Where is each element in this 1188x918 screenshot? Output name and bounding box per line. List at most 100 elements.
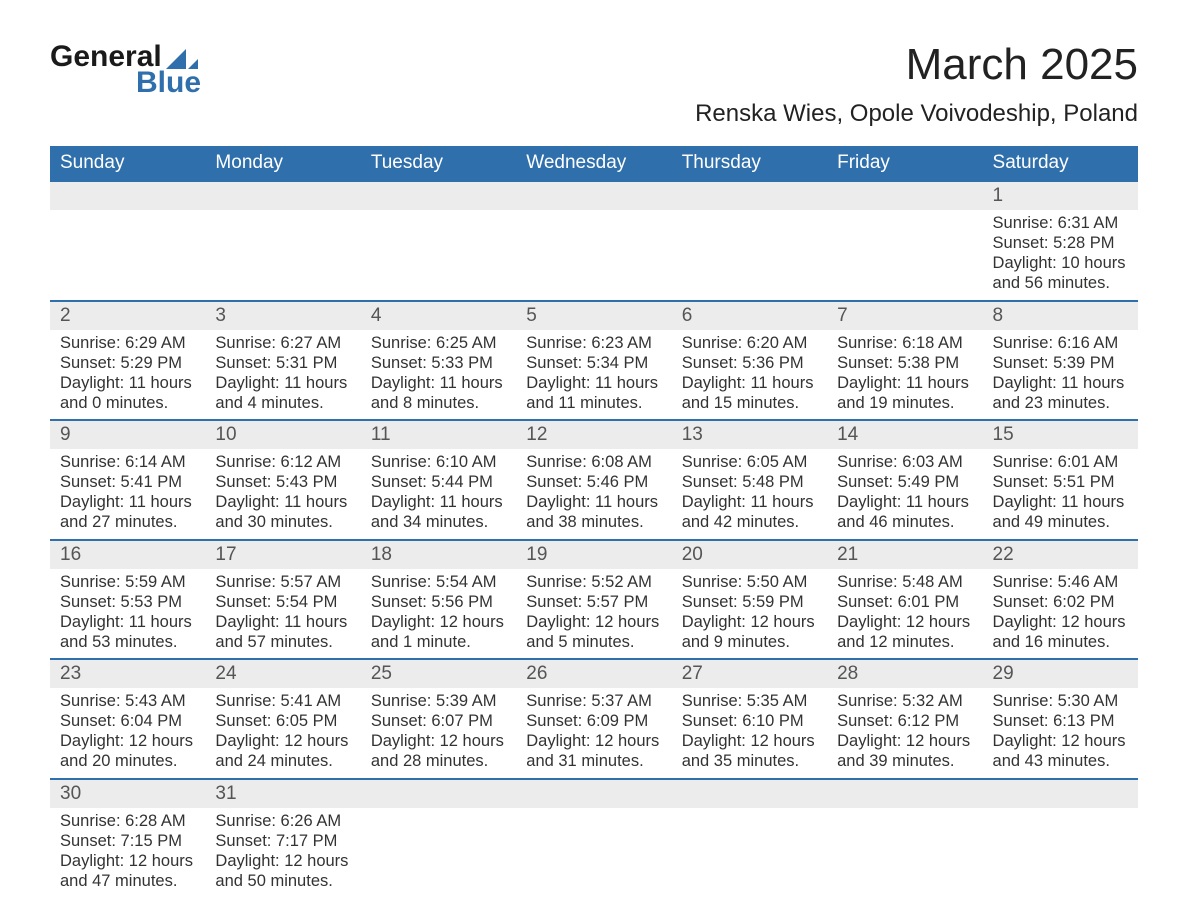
- day-sunset: Sunset: 6:09 PM: [526, 711, 661, 731]
- day-daylight2: and 42 minutes.: [682, 512, 817, 532]
- day-sunset: Sunset: 5:46 PM: [526, 472, 661, 492]
- daynum-row: 3031: [50, 779, 1138, 808]
- day-daylight2: and 34 minutes.: [371, 512, 506, 532]
- day-daylight2: and 20 minutes.: [60, 751, 195, 771]
- day-daylight2: and 31 minutes.: [526, 751, 661, 771]
- day-details: Sunrise: 6:14 AMSunset: 5:41 PMDaylight:…: [50, 449, 205, 539]
- day-number: 9: [50, 421, 205, 449]
- day-details: Sunrise: 6:31 AMSunset: 5:28 PMDaylight:…: [983, 210, 1138, 300]
- day-sunset: Sunset: 6:04 PM: [60, 711, 195, 731]
- day-daylight1: Daylight: 12 hours: [682, 612, 817, 632]
- day-sunset: Sunset: 6:05 PM: [215, 711, 350, 731]
- day-daylight2: and 24 minutes.: [215, 751, 350, 771]
- day-sunset: Sunset: 5:48 PM: [682, 472, 817, 492]
- day-details: Sunrise: 6:26 AMSunset: 7:17 PMDaylight:…: [205, 808, 360, 898]
- day-sunrise: Sunrise: 5:43 AM: [60, 691, 195, 711]
- day-sunset: Sunset: 5:29 PM: [60, 353, 195, 373]
- day-cell-num: 1: [983, 181, 1138, 210]
- day-cell-body: Sunrise: 6:23 AMSunset: 5:34 PMDaylight:…: [516, 330, 671, 421]
- day-cell-body: Sunrise: 6:31 AMSunset: 5:28 PMDaylight:…: [983, 210, 1138, 301]
- day-daylight1: Daylight: 11 hours: [215, 612, 350, 632]
- day-cell-num: 14: [827, 420, 982, 449]
- daybody-row: Sunrise: 6:31 AMSunset: 5:28 PMDaylight:…: [50, 210, 1138, 301]
- day-cell-body: [672, 808, 827, 898]
- day-daylight1: Daylight: 12 hours: [215, 851, 350, 871]
- daybody-row: Sunrise: 5:59 AMSunset: 5:53 PMDaylight:…: [50, 569, 1138, 660]
- day-cell-body: Sunrise: 6:20 AMSunset: 5:36 PMDaylight:…: [672, 330, 827, 421]
- day-sunrise: Sunrise: 6:05 AM: [682, 452, 817, 472]
- day-daylight2: and 47 minutes.: [60, 871, 195, 891]
- daybody-row: Sunrise: 6:14 AMSunset: 5:41 PMDaylight:…: [50, 449, 1138, 540]
- col-wednesday: Wednesday: [516, 146, 671, 181]
- col-sunday: Sunday: [50, 146, 205, 181]
- day-daylight1: Daylight: 12 hours: [993, 612, 1128, 632]
- day-sunset: Sunset: 5:34 PM: [526, 353, 661, 373]
- day-cell-num: 10: [205, 420, 360, 449]
- day-number: 3: [205, 302, 360, 330]
- day-details: Sunrise: 5:41 AMSunset: 6:05 PMDaylight:…: [205, 688, 360, 778]
- day-daylight1: Daylight: 12 hours: [526, 731, 661, 751]
- day-cell-body: Sunrise: 5:59 AMSunset: 5:53 PMDaylight:…: [50, 569, 205, 660]
- day-cell-num: 13: [672, 420, 827, 449]
- day-cell-body: Sunrise: 5:35 AMSunset: 6:10 PMDaylight:…: [672, 688, 827, 779]
- day-cell-body: Sunrise: 6:16 AMSunset: 5:39 PMDaylight:…: [983, 330, 1138, 421]
- day-details: Sunrise: 6:20 AMSunset: 5:36 PMDaylight:…: [672, 330, 827, 420]
- day-sunrise: Sunrise: 6:28 AM: [60, 811, 195, 831]
- day-daylight2: and 57 minutes.: [215, 632, 350, 652]
- day-daylight1: Daylight: 11 hours: [215, 492, 350, 512]
- day-details: Sunrise: 5:35 AMSunset: 6:10 PMDaylight:…: [672, 688, 827, 778]
- day-number: 2: [50, 302, 205, 330]
- day-cell-num: 5: [516, 301, 671, 330]
- day-details: Sunrise: 6:10 AMSunset: 5:44 PMDaylight:…: [361, 449, 516, 539]
- day-cell-num: 16: [50, 540, 205, 569]
- day-cell-num: 6: [672, 301, 827, 330]
- day-sunrise: Sunrise: 5:59 AM: [60, 572, 195, 592]
- day-cell-body: Sunrise: 6:03 AMSunset: 5:49 PMDaylight:…: [827, 449, 982, 540]
- day-daylight1: Daylight: 11 hours: [837, 373, 972, 393]
- day-daylight2: and 12 minutes.: [837, 632, 972, 652]
- day-sunrise: Sunrise: 5:52 AM: [526, 572, 661, 592]
- day-details: Sunrise: 6:28 AMSunset: 7:15 PMDaylight:…: [50, 808, 205, 898]
- day-cell-body: [827, 808, 982, 898]
- day-number: 28: [827, 660, 982, 688]
- day-daylight2: and 23 minutes.: [993, 393, 1128, 413]
- day-number-empty: [516, 780, 671, 808]
- day-cell-num: 28: [827, 659, 982, 688]
- day-daylight1: Daylight: 12 hours: [526, 612, 661, 632]
- day-number: 19: [516, 541, 671, 569]
- day-details: Sunrise: 6:08 AMSunset: 5:46 PMDaylight:…: [516, 449, 671, 539]
- day-details: Sunrise: 5:37 AMSunset: 6:09 PMDaylight:…: [516, 688, 671, 778]
- day-number: 13: [672, 421, 827, 449]
- day-daylight2: and 0 minutes.: [60, 393, 195, 413]
- day-sunrise: Sunrise: 6:25 AM: [371, 333, 506, 353]
- day-number-empty: [827, 780, 982, 808]
- day-sunrise: Sunrise: 5:50 AM: [682, 572, 817, 592]
- day-daylight2: and 50 minutes.: [215, 871, 350, 891]
- day-daylight2: and 16 minutes.: [993, 632, 1128, 652]
- day-cell-num: 20: [672, 540, 827, 569]
- month-title: March 2025: [695, 40, 1138, 90]
- day-cell-num: 2: [50, 301, 205, 330]
- day-cell-num: 26: [516, 659, 671, 688]
- day-cell-body: Sunrise: 5:57 AMSunset: 5:54 PMDaylight:…: [205, 569, 360, 660]
- weekday-header-row: Sunday Monday Tuesday Wednesday Thursday…: [50, 146, 1138, 181]
- day-sunrise: Sunrise: 6:12 AM: [215, 452, 350, 472]
- day-daylight2: and 30 minutes.: [215, 512, 350, 532]
- day-sunset: Sunset: 5:38 PM: [837, 353, 972, 373]
- day-daylight2: and 49 minutes.: [993, 512, 1128, 532]
- title-block: March 2025 Renska Wies, Opole Voivodeshi…: [695, 40, 1138, 128]
- day-cell-body: Sunrise: 6:26 AMSunset: 7:17 PMDaylight:…: [205, 808, 360, 898]
- day-cell-body: [516, 210, 671, 301]
- day-sunset: Sunset: 7:17 PM: [215, 831, 350, 851]
- day-cell-num: [361, 779, 516, 808]
- day-cell-body: Sunrise: 6:01 AMSunset: 5:51 PMDaylight:…: [983, 449, 1138, 540]
- col-tuesday: Tuesday: [361, 146, 516, 181]
- day-cell-body: Sunrise: 6:29 AMSunset: 5:29 PMDaylight:…: [50, 330, 205, 421]
- day-daylight1: Daylight: 12 hours: [837, 731, 972, 751]
- day-number-empty: [672, 182, 827, 210]
- day-sunrise: Sunrise: 6:27 AM: [215, 333, 350, 353]
- day-daylight1: Daylight: 11 hours: [837, 492, 972, 512]
- day-cell-num: 12: [516, 420, 671, 449]
- day-cell-num: [50, 181, 205, 210]
- day-daylight1: Daylight: 11 hours: [526, 492, 661, 512]
